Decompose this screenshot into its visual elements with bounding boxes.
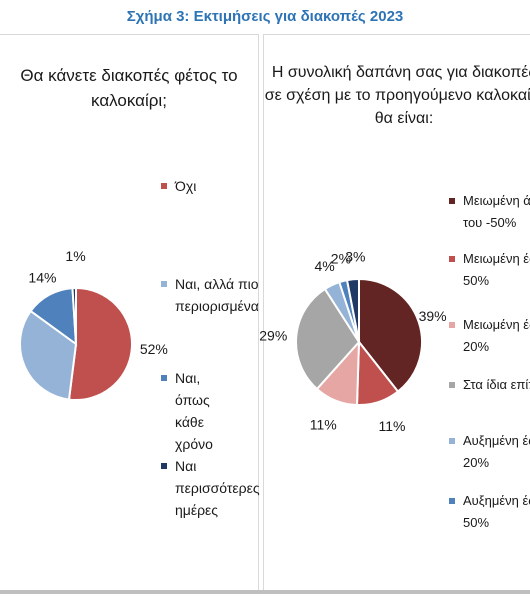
legend-swatch [161,183,167,189]
left-legend-item: Όχι [161,175,196,197]
left-chart-title: Θα κάνετε διακοπές φέτος το καλοκαίρι; [20,66,238,110]
legend-swatch [449,382,455,388]
right-chart-title: Η συνολική δαπάνη σας για διακοπές σε σχ… [264,64,530,127]
left-pie-slice-1 [19,309,78,401]
right-pie-chart: 39% 11% 11% 29% 4%2%3% [259,248,447,434]
left-pie-data-label-2: 14% [28,270,56,286]
figure-title: Σχήμα 3: Εκτιμήσεις για διακοπές 2023 [126,8,404,25]
legend-swatch [449,198,455,204]
right-pie-slice-6 [345,277,360,343]
legend-label: Ναι, αλλά πιο περιορισμένα [175,276,259,314]
legend-swatch [449,498,455,504]
legend-label: Μειωμένη έως20% [463,317,530,354]
right-pie-data-label-3: 29% [259,328,287,344]
left-legend-item: Ναι περισσότερες ημέρες [161,455,260,521]
right-legend-item: Αυξημένη έως50% [449,490,530,534]
right-pie-slice-3 [295,287,361,391]
legend-label: Ναι περισσότερες ημέρες [175,458,260,518]
right-pie-data-label-4: 4% [314,258,334,274]
right-legend-item: Στα ίδια επίπεδ [449,374,530,396]
legend-swatch [449,322,455,328]
right-legend-item: Μειωμένη έως50% [449,248,530,292]
left-pie-data-label-0: 52% [140,341,168,357]
right-chart-panel: Η συνολική δαπάνη σας για διακοπές σε σχ… [259,34,530,591]
left-chart-panel: Θα κάνετε διακοπές φέτος το καλοκαίρι; 5… [0,34,260,591]
right-legend-item: Αυξημένη έως20% [449,430,530,474]
legend-swatch [161,375,167,381]
legend-label: Ναι, όπως κάθε χρόνο [175,370,213,452]
legend-swatch [449,438,455,444]
legend-label: Όχι [175,178,197,194]
left-pie-slice-3 [71,286,77,345]
left-pie-data-label-3: 1% [65,248,85,264]
legend-swatch [161,281,167,287]
left-legend-item: Ναι, αλλά πιο περιορισμένα [161,273,259,317]
legend-swatch [161,463,167,469]
bottom-rule [0,590,530,594]
legend-label: Στα ίδια επίπεδ [463,377,530,392]
right-pie-data-label-1: 11% [378,418,405,434]
left-legend-item: Ναι, όπως κάθε χρόνο [161,367,213,455]
right-pie-slice-0 [358,277,423,393]
right-pie-data-label-0: 39% [419,308,447,324]
right-legend-item: Μειωμένη άνωτου -50% [449,190,530,234]
left-pie-chart: 52%3%14%1% [19,248,168,401]
right-pie-data-label-5: 2% [331,251,351,267]
legend-label: Αυξημένη έως20% [463,433,530,470]
legend-label: Μειωμένη έως50% [463,251,530,288]
right-pie-data-label-6: 3% [345,248,365,264]
legend-label: Μειωμένη άνωτου -50% [463,193,530,230]
right-legend-item: Μειωμένη έως20% [449,314,530,358]
legend-swatch [449,256,455,262]
legend-label: Αυξημένη έως50% [463,493,530,530]
left-pie-slice-0 [67,286,133,401]
right-pie-data-label-2: 11% [310,416,337,432]
